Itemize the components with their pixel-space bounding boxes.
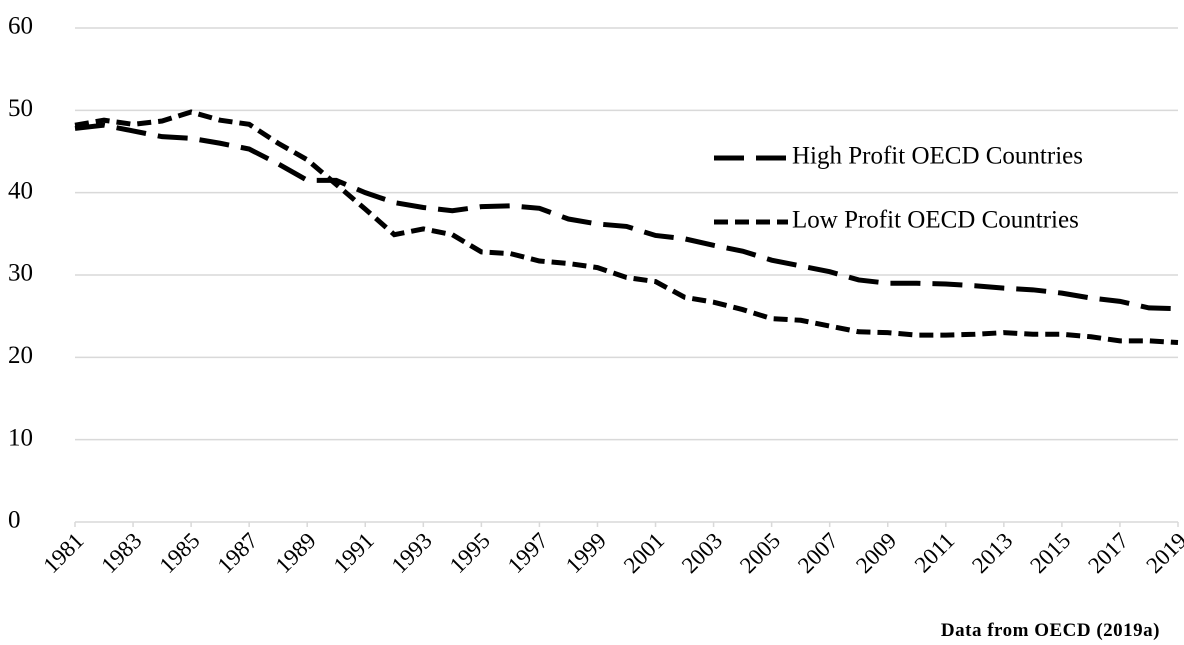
- x-tick-label: 2005: [735, 528, 785, 578]
- x-tick-label: 2003: [677, 528, 727, 578]
- x-tick-label: 2011: [910, 528, 960, 578]
- x-tick-label: 2013: [967, 528, 1017, 578]
- y-tick-label: 60: [8, 13, 33, 40]
- x-tick-label: 1991: [329, 528, 379, 578]
- x-tick-label: 1987: [212, 528, 262, 578]
- series-line: [74, 109, 1179, 346]
- y-tick-label: 10: [8, 424, 33, 451]
- y-tick-label: 50: [8, 95, 33, 122]
- x-tick-label: 1993: [387, 528, 437, 578]
- x-tick-label: 1997: [503, 528, 553, 578]
- x-tick-label: 1995: [445, 528, 495, 578]
- y-tick-label: 30: [8, 260, 33, 287]
- legend-label: Low Profit OECD Countries: [792, 207, 1079, 234]
- x-tick-label: 2009: [851, 528, 901, 578]
- legend-label: High Profit OECD Countries: [792, 143, 1083, 170]
- x-tick-label: 2015: [1025, 528, 1075, 578]
- x-tick-label: 2019: [1141, 528, 1184, 578]
- y-tick-label: 40: [8, 177, 33, 204]
- x-tick-label: 2007: [793, 528, 843, 578]
- y-tick-label: 0: [8, 507, 21, 534]
- x-tick-label: 1985: [154, 528, 204, 578]
- x-tick-label: 1983: [96, 528, 146, 578]
- y-tick-label: 20: [8, 342, 33, 369]
- source-note: Data from OECD (2019a): [941, 620, 1160, 641]
- x-tick-label: 1999: [561, 528, 611, 578]
- x-tick-label: 2001: [619, 528, 669, 578]
- x-tick-label: 2017: [1083, 528, 1133, 578]
- x-tick-label: 1981: [38, 528, 88, 578]
- x-tick-label: 1989: [271, 528, 321, 578]
- series-line: [74, 122, 1179, 312]
